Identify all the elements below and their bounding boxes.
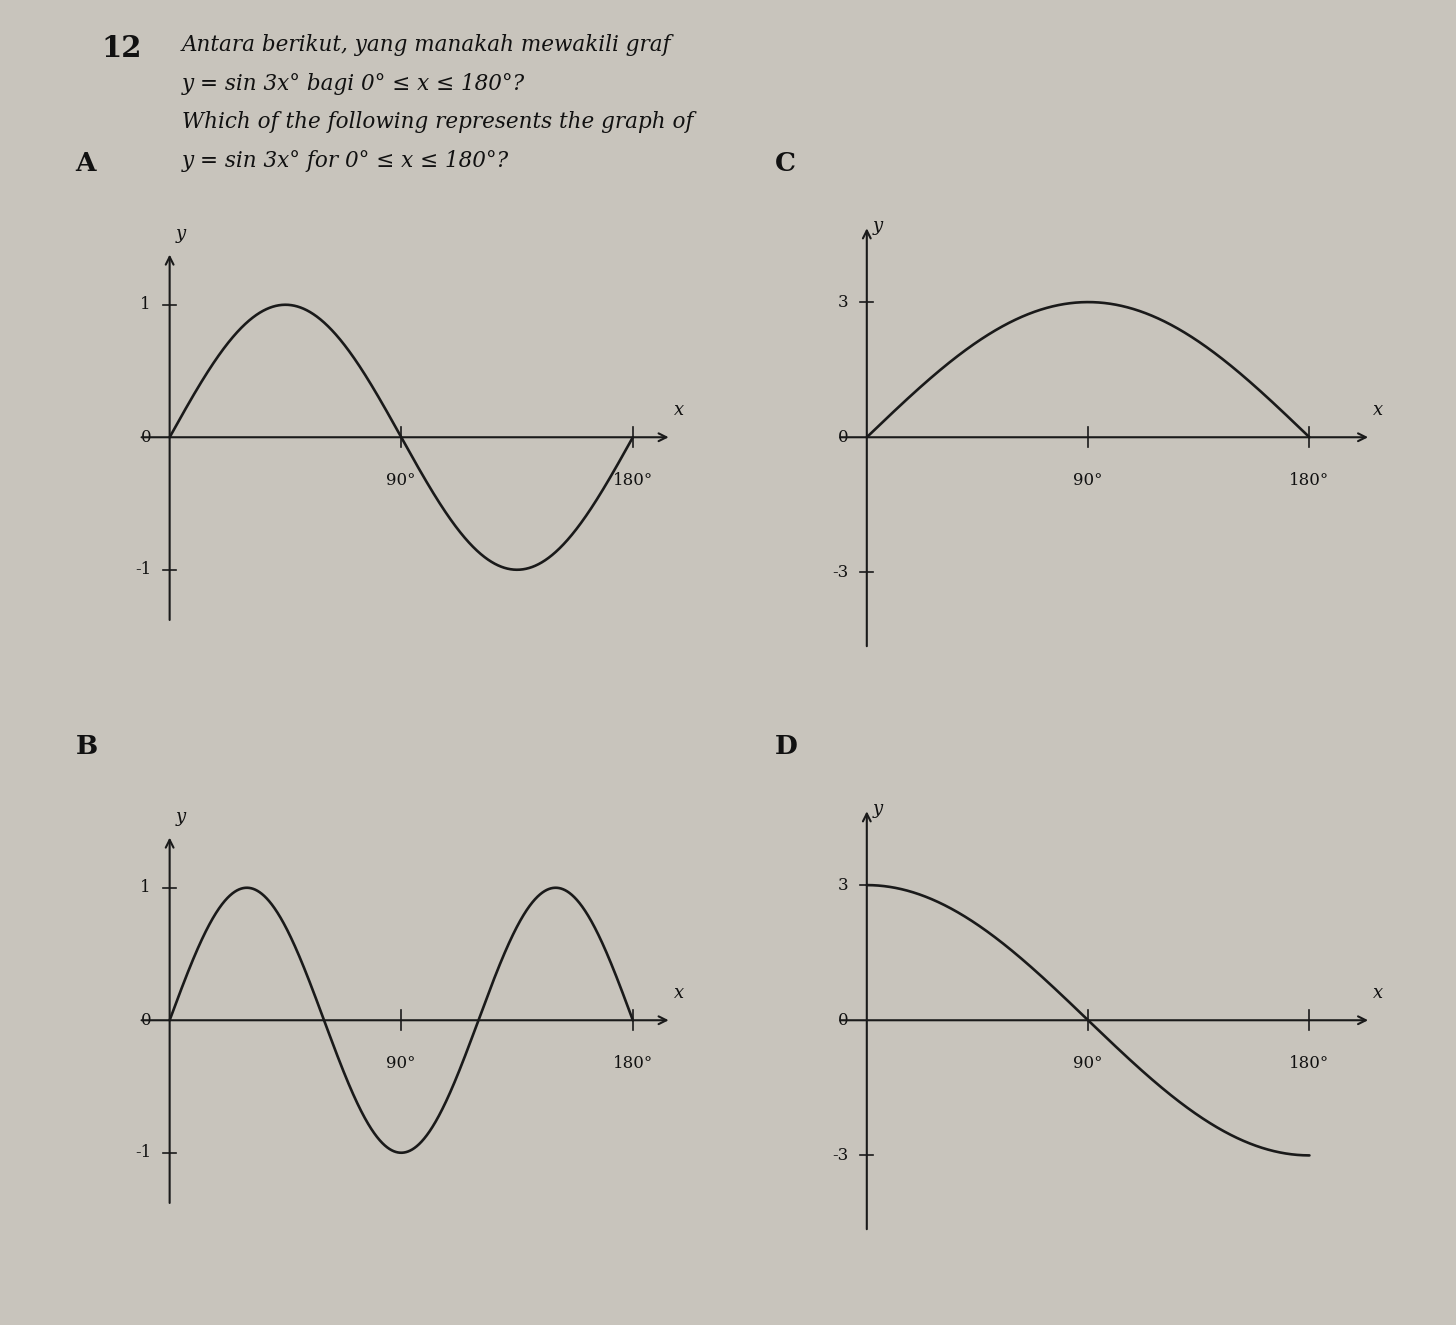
Text: 0: 0: [140, 1012, 151, 1028]
Text: 180°: 180°: [613, 472, 652, 489]
Text: 180°: 180°: [1290, 1055, 1329, 1072]
Text: 1: 1: [140, 880, 151, 896]
Text: 90°: 90°: [1073, 1055, 1102, 1072]
Text: 12: 12: [102, 34, 143, 64]
Text: 0: 0: [140, 429, 151, 445]
Text: y = sin 3x° for 0° ≤ x ≤ 180°?: y = sin 3x° for 0° ≤ x ≤ 180°?: [182, 150, 510, 172]
Text: -1: -1: [135, 1145, 151, 1161]
Text: 90°: 90°: [1073, 472, 1102, 489]
Text: 1: 1: [140, 297, 151, 313]
Text: -1: -1: [135, 562, 151, 578]
Text: 0: 0: [837, 1012, 849, 1028]
Text: 90°: 90°: [386, 1055, 416, 1072]
Text: 3: 3: [837, 877, 849, 893]
Text: x: x: [1373, 984, 1383, 1002]
Text: -3: -3: [831, 564, 849, 580]
Text: -3: -3: [831, 1147, 849, 1163]
Text: 180°: 180°: [613, 1055, 652, 1072]
Text: A: A: [76, 151, 96, 176]
Text: 180°: 180°: [1290, 472, 1329, 489]
Text: Antara berikut, yang manakah mewakili graf: Antara berikut, yang manakah mewakili gr…: [182, 34, 671, 57]
Text: y: y: [872, 216, 882, 235]
Text: 3: 3: [837, 294, 849, 310]
Text: x: x: [674, 984, 684, 1002]
Text: x: x: [674, 401, 684, 419]
Text: D: D: [775, 734, 798, 759]
Text: C: C: [775, 151, 795, 176]
Text: Which of the following represents the graph of: Which of the following represents the gr…: [182, 111, 693, 134]
Text: y: y: [872, 799, 882, 818]
Text: y: y: [175, 808, 185, 827]
Text: 0: 0: [837, 429, 849, 445]
Text: y = sin 3x° bagi 0° ≤ x ≤ 180°?: y = sin 3x° bagi 0° ≤ x ≤ 180°?: [182, 73, 526, 95]
Text: B: B: [76, 734, 98, 759]
Text: y: y: [175, 225, 185, 244]
Text: 90°: 90°: [386, 472, 416, 489]
Text: x: x: [1373, 401, 1383, 419]
